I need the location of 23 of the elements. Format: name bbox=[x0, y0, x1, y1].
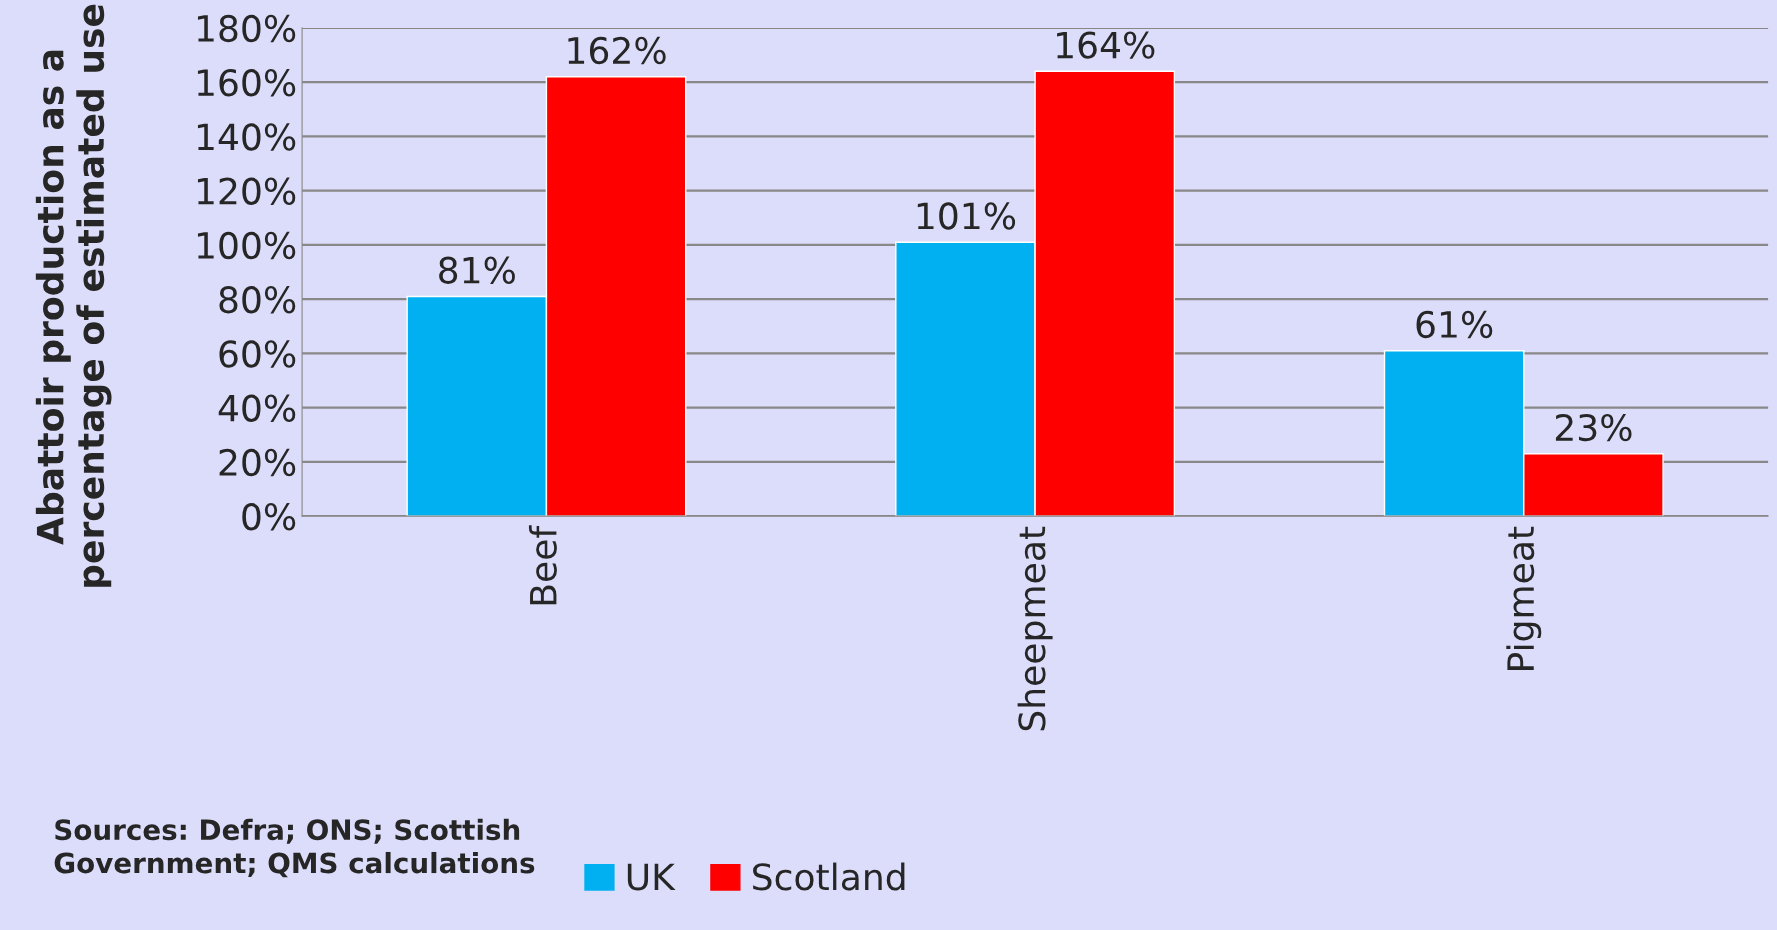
y-tick-label: 140% bbox=[197, 123, 296, 151]
source-note: Sources: Defra; ONS; Scottish Government; QMS calculations bbox=[54, 818, 535, 878]
data-label: 81% bbox=[439, 256, 515, 284]
data-label: 101% bbox=[917, 202, 1016, 230]
y-axis-title: Abattoir production as a percentage of estimated use bbox=[35, 4, 112, 587]
y-tick-label: 60% bbox=[219, 340, 296, 368]
data-label: 61% bbox=[1416, 310, 1493, 339]
data-label: 23% bbox=[1555, 413, 1632, 442]
legend-label: Scotland bbox=[753, 862, 905, 891]
y-tick-label: 160% bbox=[197, 69, 296, 97]
legend-label: UK bbox=[627, 863, 676, 891]
y-tick-label: 180% bbox=[197, 14, 296, 43]
y-tick-label: 0% bbox=[242, 503, 296, 531]
y-tick-label: 20% bbox=[219, 448, 296, 477]
y-tick-label: 40% bbox=[218, 394, 296, 422]
data-label: 164% bbox=[1057, 31, 1155, 59]
x-tick-label: Pigmeat bbox=[1506, 526, 1542, 670]
y-tick-label: 120% bbox=[197, 177, 296, 205]
data-label: 162% bbox=[568, 36, 666, 65]
x-tick-label: Beef bbox=[528, 525, 557, 605]
x-tick-label: Sheepmeat bbox=[1017, 526, 1053, 731]
y-tick-label: 80% bbox=[219, 286, 296, 314]
y-tick-label: 100% bbox=[197, 231, 296, 260]
